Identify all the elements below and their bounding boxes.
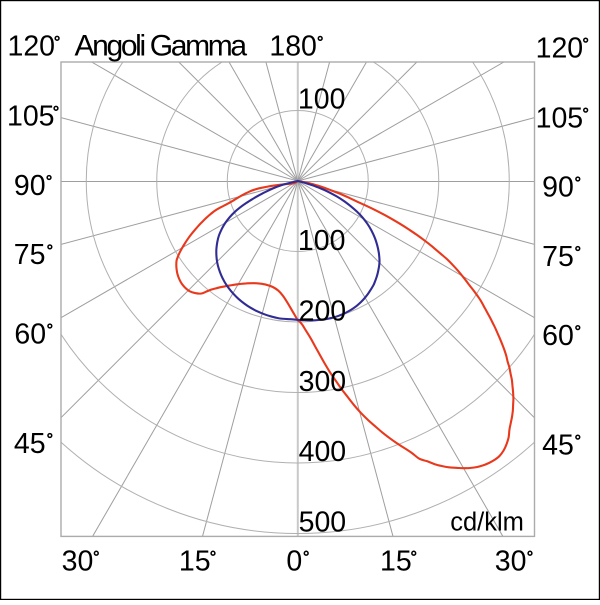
svg-text:75: 75 — [14, 239, 46, 271]
svg-text:0: 0 — [286, 546, 302, 578]
svg-text:100: 100 — [298, 225, 346, 257]
svg-text:180: 180 — [269, 31, 317, 63]
svg-text:15: 15 — [380, 546, 412, 578]
svg-text:400: 400 — [299, 436, 347, 468]
svg-text:100: 100 — [298, 84, 346, 116]
svg-text:75: 75 — [542, 241, 574, 273]
svg-text:90: 90 — [542, 171, 574, 203]
svg-text:30: 30 — [62, 546, 94, 578]
svg-text:45: 45 — [14, 428, 46, 460]
svg-text:Angoli Gamma: Angoli Gamma — [75, 30, 248, 63]
svg-text:300: 300 — [299, 366, 347, 398]
svg-text:45: 45 — [542, 429, 574, 461]
svg-text:120: 120 — [536, 32, 584, 64]
svg-text:cd/klm: cd/klm — [450, 508, 524, 536]
svg-text:30: 30 — [495, 546, 527, 578]
svg-text:60: 60 — [542, 320, 574, 352]
svg-text:105: 105 — [7, 101, 55, 133]
svg-text:60: 60 — [14, 318, 46, 350]
svg-text:90: 90 — [14, 170, 46, 202]
svg-text:120: 120 — [7, 31, 55, 63]
svg-text:105: 105 — [536, 102, 584, 134]
svg-text:500: 500 — [299, 507, 347, 539]
svg-text:200: 200 — [299, 295, 347, 327]
svg-text:15: 15 — [179, 546, 211, 578]
